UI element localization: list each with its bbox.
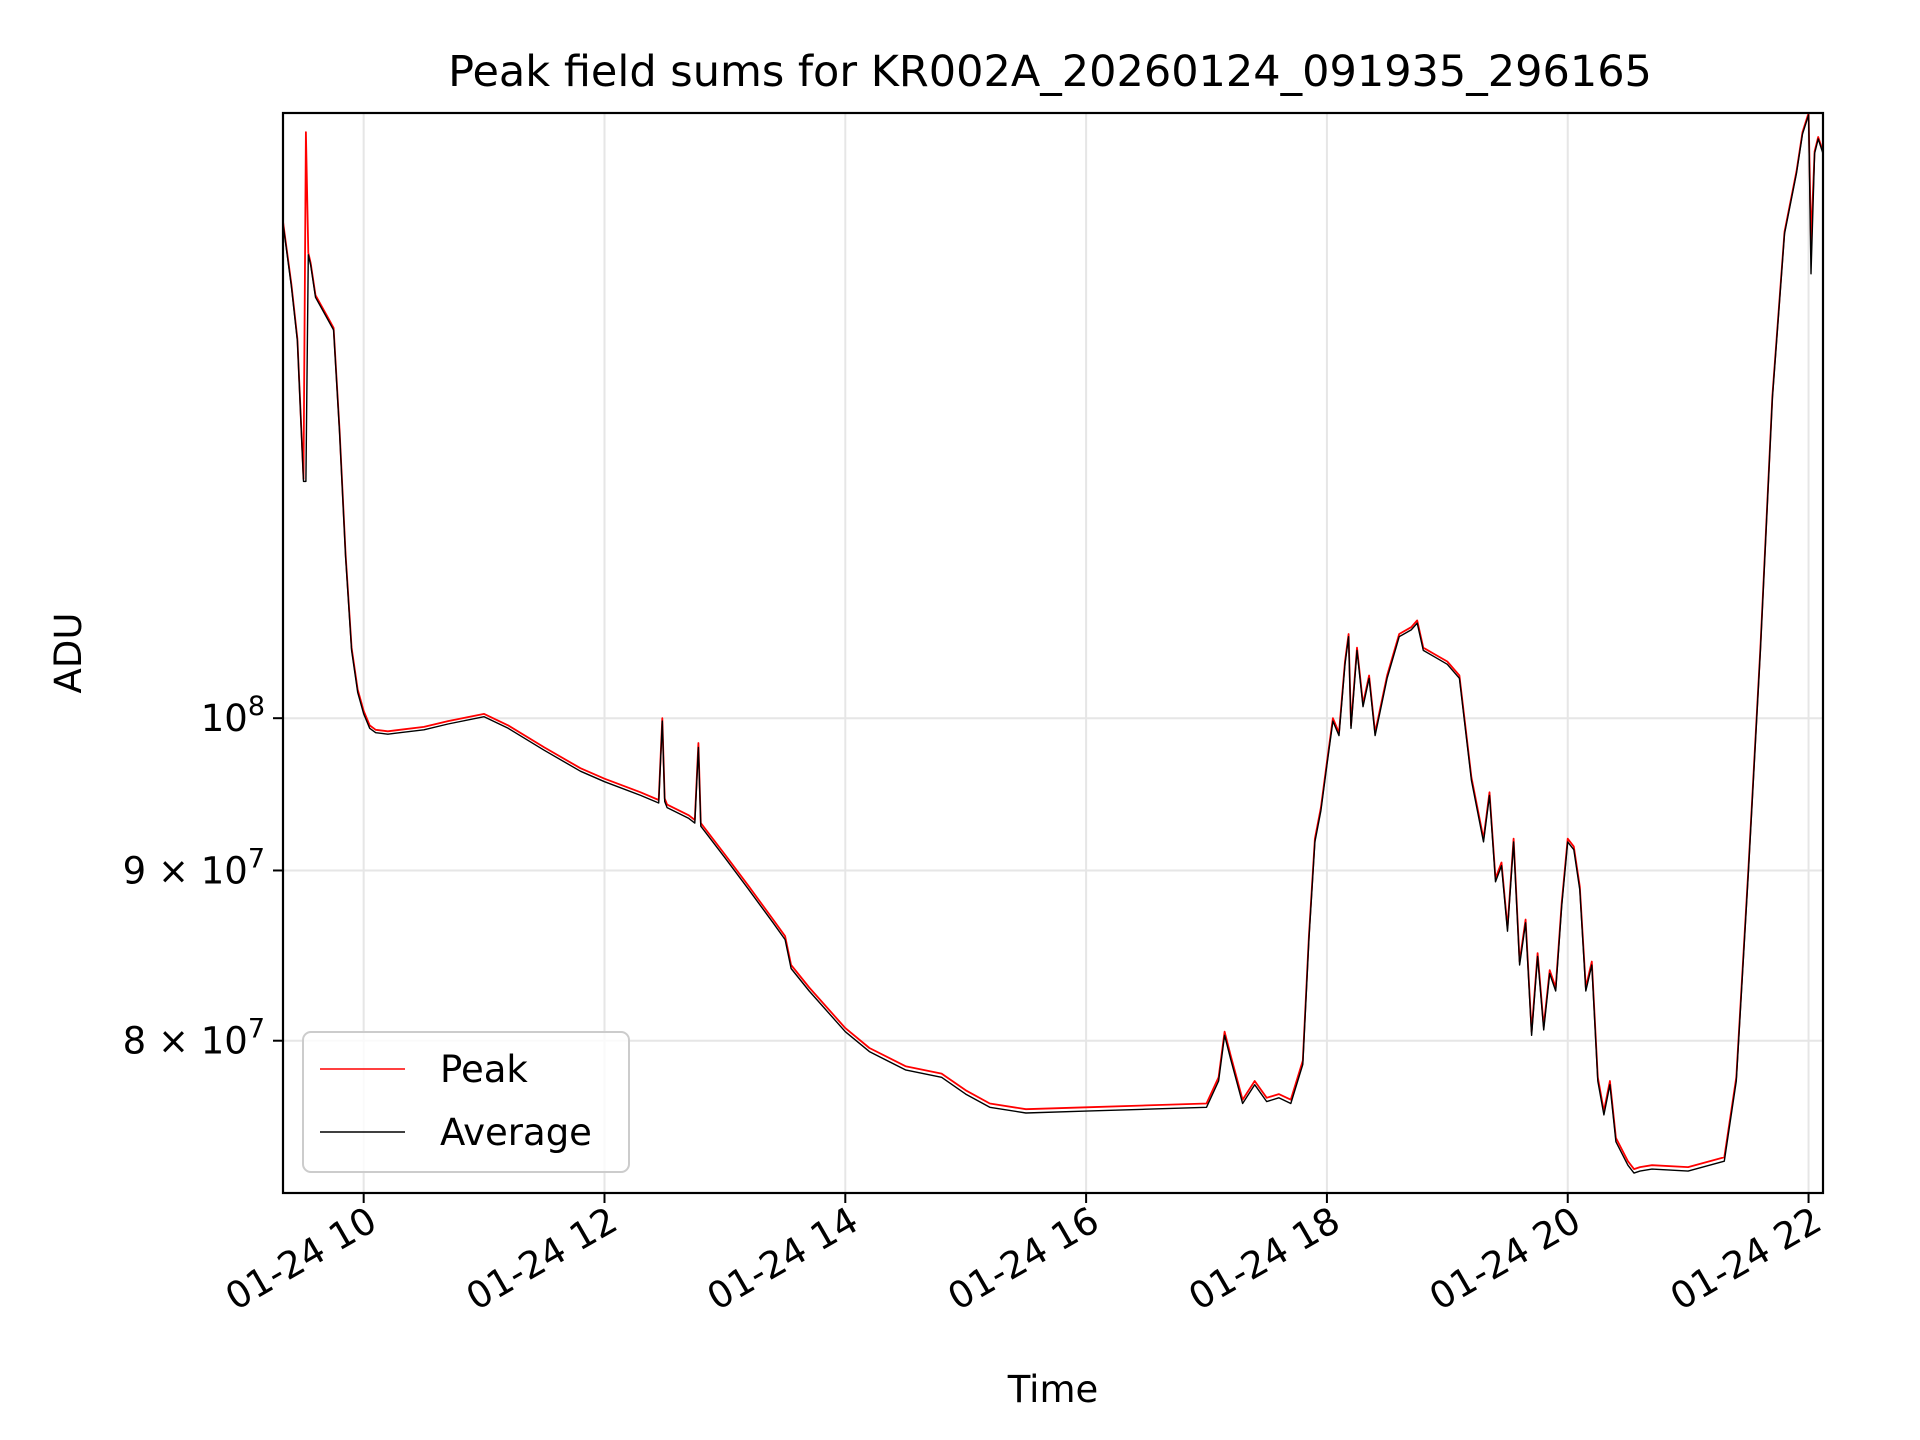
series-line-average <box>282 114 1824 1174</box>
legend: Peak Average <box>302 1031 630 1173</box>
plot-frame <box>281 111 1825 1195</box>
chart-title: Peak field sums for KR002A_20260124_0919… <box>448 47 1652 97</box>
legend-box <box>302 1031 630 1173</box>
plot-area <box>283 113 1823 1193</box>
y-tick-label-0: 108 <box>201 691 265 740</box>
legend-label-average: Average <box>440 1111 592 1154</box>
series-layer <box>282 112 1824 1174</box>
legend-label-peak: Peak <box>440 1048 528 1091</box>
y-tick-label-1: 9 × 107 <box>123 843 265 892</box>
gridlines <box>283 113 1823 1193</box>
y-axis-label: ADU <box>47 613 90 694</box>
y-tick-label-2: 8 × 107 <box>123 1014 265 1063</box>
x-axis-label: Time <box>1007 1368 1099 1411</box>
